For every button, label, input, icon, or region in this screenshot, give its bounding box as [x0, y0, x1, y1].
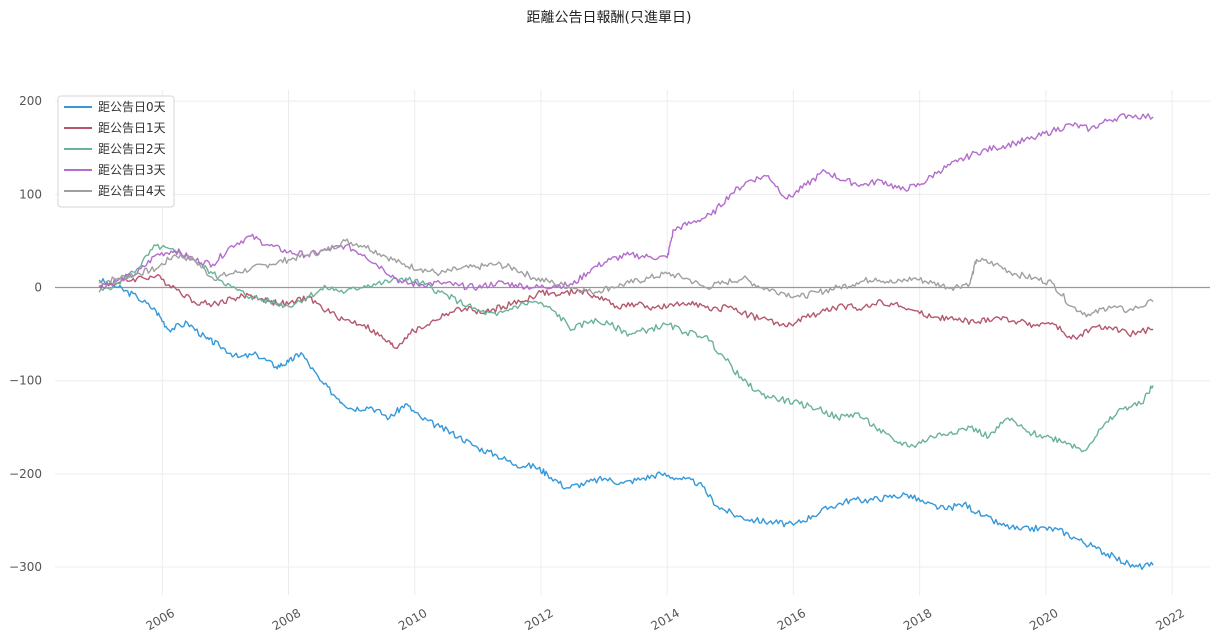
x-tick-label: 2018	[901, 606, 934, 633]
axis-labels-layer: 2006 2008 2010 2012 2014 2016 2018 2020 2022 200 1…	[9, 94, 1187, 633]
legend-box	[57, 95, 175, 208]
y-tick-label: −200	[9, 467, 42, 481]
series-line-3	[98, 113, 1154, 291]
legend-label: 距公告日0天	[98, 100, 166, 114]
y-tick-label: −100	[9, 374, 42, 388]
grid-layer	[55, 90, 1210, 595]
y-tick-label: 0	[34, 281, 42, 295]
legend-label: 距公告日2天	[98, 142, 166, 156]
y-tick-label: −300	[9, 560, 42, 574]
x-tick-label: 2006	[144, 606, 177, 633]
x-tick-label: 2008	[270, 606, 303, 633]
series-layer	[98, 113, 1154, 570]
x-tick-label: 2010	[396, 606, 429, 633]
series-line-1	[98, 273, 1154, 350]
x-tick-label: 2020	[1027, 606, 1060, 633]
series-line-4	[98, 238, 1154, 318]
series-line-2	[98, 243, 1154, 453]
x-tick-label: 2022	[1153, 606, 1186, 633]
x-tick-label: 2014	[648, 606, 681, 633]
x-tick-label: 2012	[522, 606, 555, 633]
y-tick-label: 100	[19, 187, 42, 201]
chart-title: 距離公告日報酬(只進單日)	[526, 10, 692, 26]
y-tick-label: 200	[19, 94, 42, 108]
x-tick-label: 2016	[775, 606, 808, 633]
legend-label: 距公告日1天	[98, 121, 166, 135]
legend-label: 距公告日3天	[98, 163, 166, 177]
legend-label: 距公告日4天	[98, 184, 166, 198]
series-line-0	[98, 278, 1154, 570]
